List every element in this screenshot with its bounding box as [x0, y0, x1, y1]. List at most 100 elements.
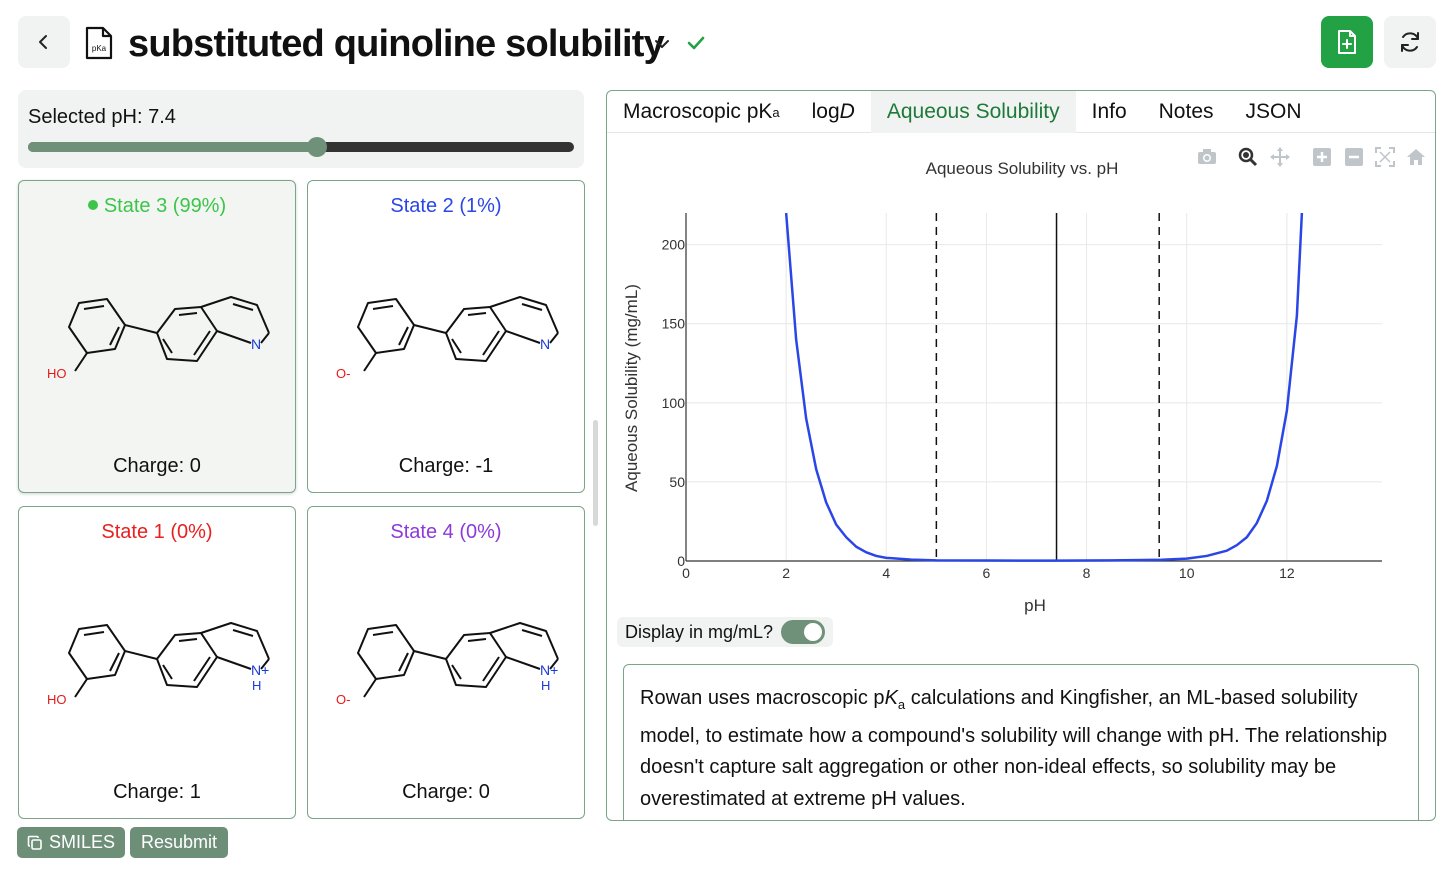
page-title[interactable]: substituted quinoline solubility	[128, 23, 665, 65]
camera-icon[interactable]	[1198, 149, 1216, 164]
y-axis-label: Aqueous Solubility (mg/mL)	[622, 284, 641, 492]
nitrogen-atom-label: N	[251, 336, 261, 352]
reset-axes-icon[interactable]	[1407, 149, 1425, 165]
solubility-series-line	[784, 212, 1304, 562]
display-mgml-toggle[interactable]	[781, 620, 826, 644]
selected-dot-icon	[87, 200, 98, 210]
zoom-in-icon[interactable]	[1313, 148, 1331, 166]
state-charge: Charge: -1	[398, 455, 494, 477]
copy-icon	[27, 835, 42, 850]
file-plus-icon	[1338, 30, 1356, 54]
nitrogen-atom-label: N+	[540, 662, 558, 678]
molecule-structure: O- N+ H	[336, 622, 559, 707]
info-text-part2: calculations and Kingfisher, an ML-based…	[640, 687, 1388, 810]
molecule-structure: HO N	[47, 296, 270, 381]
y-tick-label: 100	[662, 395, 686, 411]
autoscale-icon[interactable]	[1375, 147, 1395, 167]
molecule-structure: HO N+ H	[47, 622, 270, 707]
check-icon	[687, 36, 705, 50]
tab-label: log	[811, 100, 840, 123]
new-document-button[interactable]	[1321, 16, 1373, 68]
selected-ph-label: Selected pH: 7.4	[28, 106, 176, 128]
tab-json[interactable]: JSON	[1230, 91, 1318, 133]
solubility-chart[interactable]: 0 2 4 6 8 10 12 0 50 100 150 200 Aqueous Solubility …	[607, 135, 1436, 615]
y-tick-label: 200	[662, 237, 686, 253]
tab-label: Aqueous Solubility	[886, 100, 1060, 123]
document-pka-icon: pKa	[85, 26, 113, 60]
state-title: State 2 (1%)	[308, 195, 584, 218]
info-text-part1: Rowan uses macroscopic p	[640, 687, 885, 709]
toggle-knob	[804, 623, 823, 641]
resubmit-button[interactable]: Resubmit	[130, 827, 228, 858]
state-title-text: State 3 (99%)	[103, 195, 227, 217]
state-charge: Charge: 1	[113, 781, 201, 803]
state-title: State 4 (0%)	[308, 521, 584, 544]
phenol-atom-label: O-	[336, 692, 350, 707]
state-title-text: State 1 (0%)	[101, 521, 213, 543]
x-tick-label: 10	[1179, 565, 1195, 581]
tab-label-sub: a	[772, 104, 780, 120]
state-card[interactable]: State 4 (0%) O- N+ H Charge: 0	[307, 506, 585, 819]
zoom-out-icon[interactable]	[1345, 148, 1363, 166]
info-text-sub: a	[897, 697, 906, 712]
phenol-atom-label: HO	[47, 366, 67, 381]
tab-aqueous-solubility[interactable]: Aqueous Solubility	[870, 91, 1076, 133]
zoom-icon[interactable]	[1238, 147, 1258, 167]
results-panel: Macroscopic pK a log D Aqueous Solubility Inf…	[606, 90, 1436, 821]
info-text-k: K	[884, 687, 898, 709]
state-title-text: State 4 (0%)	[390, 521, 502, 543]
ph-slider-fill	[28, 142, 317, 152]
phenol-atom-label: O-	[336, 366, 350, 381]
x-tick-label: 0	[682, 565, 690, 581]
refresh-icon	[1401, 32, 1419, 52]
info-description: Rowan uses macroscopic pKa calculations …	[623, 664, 1419, 820]
state-title: State 3 (99%)	[19, 195, 295, 218]
tab-info[interactable]: Info	[1076, 91, 1143, 133]
display-mgml-label: Display in mg/mL?	[625, 621, 774, 642]
tab-label: JSON	[1245, 100, 1302, 123]
x-axis-label: pH	[1024, 596, 1046, 615]
nitrogen-atom-label: N+	[251, 662, 269, 678]
x-tick-label: 4	[882, 565, 890, 581]
svg-text:pKa: pKa	[92, 44, 107, 53]
state-charge: Charge: 0	[113, 455, 201, 477]
tab-log[interactable]: log D	[796, 91, 871, 133]
state-card[interactable]: State 3 (99%) HO N Charge: 0	[18, 180, 296, 493]
tab-label: Macroscopic pK	[623, 100, 773, 123]
tab-label: Info	[1091, 100, 1127, 123]
ph-slider[interactable]	[28, 137, 574, 157]
molecule-structure: O- N	[336, 296, 559, 381]
display-mgml-toggle-row: Display in mg/mL?	[617, 617, 834, 647]
results-tabs: Macroscopic pK a log D Aqueous Solubility Inf…	[607, 91, 1435, 133]
nitrogen-hydrogen-label: H	[252, 678, 261, 693]
tab-notes[interactable]: Notes	[1143, 91, 1230, 133]
nitrogen-atom-label: N	[540, 336, 550, 352]
resubmit-button-label: Resubmit	[140, 832, 218, 852]
x-tick-label: 12	[1279, 565, 1295, 581]
smiles-button-label: SMILES	[48, 832, 116, 852]
refresh-button[interactable]	[1384, 16, 1436, 68]
state-charge: Charge: 0	[402, 781, 490, 803]
pan-icon[interactable]	[1270, 147, 1290, 167]
chevron-down-icon[interactable]	[652, 34, 672, 54]
chevron-left-icon	[39, 35, 47, 49]
y-tick-label: 50	[669, 474, 685, 490]
copy-smiles-button[interactable]: SMILES	[17, 827, 125, 858]
state-title: State 1 (0%)	[19, 521, 295, 544]
back-button[interactable]	[18, 16, 70, 68]
tab-label-italic: D	[839, 100, 855, 123]
ph-slider-thumb[interactable]	[306, 137, 327, 157]
phenol-atom-label: HO	[47, 692, 67, 707]
tab-macroscopic-pk[interactable]: Macroscopic pK a	[607, 91, 796, 133]
x-tick-label: 6	[983, 565, 991, 581]
tab-label: Notes	[1158, 100, 1214, 123]
y-tick-label: 0	[677, 553, 685, 569]
ph-selector-panel: Selected pH: 7.4	[18, 90, 584, 168]
state-title-text: State 2 (1%)	[390, 195, 502, 217]
state-card[interactable]: State 1 (0%) HO N+ H Charge: 1	[18, 506, 296, 819]
panel-resize-handle[interactable]	[593, 420, 598, 526]
chart-title: Aqueous Solubility vs. pH	[926, 159, 1119, 178]
x-tick-label: 8	[1083, 565, 1091, 581]
y-tick-label: 150	[662, 316, 686, 332]
state-card[interactable]: State 2 (1%) O- N Charge: -1	[307, 180, 585, 493]
